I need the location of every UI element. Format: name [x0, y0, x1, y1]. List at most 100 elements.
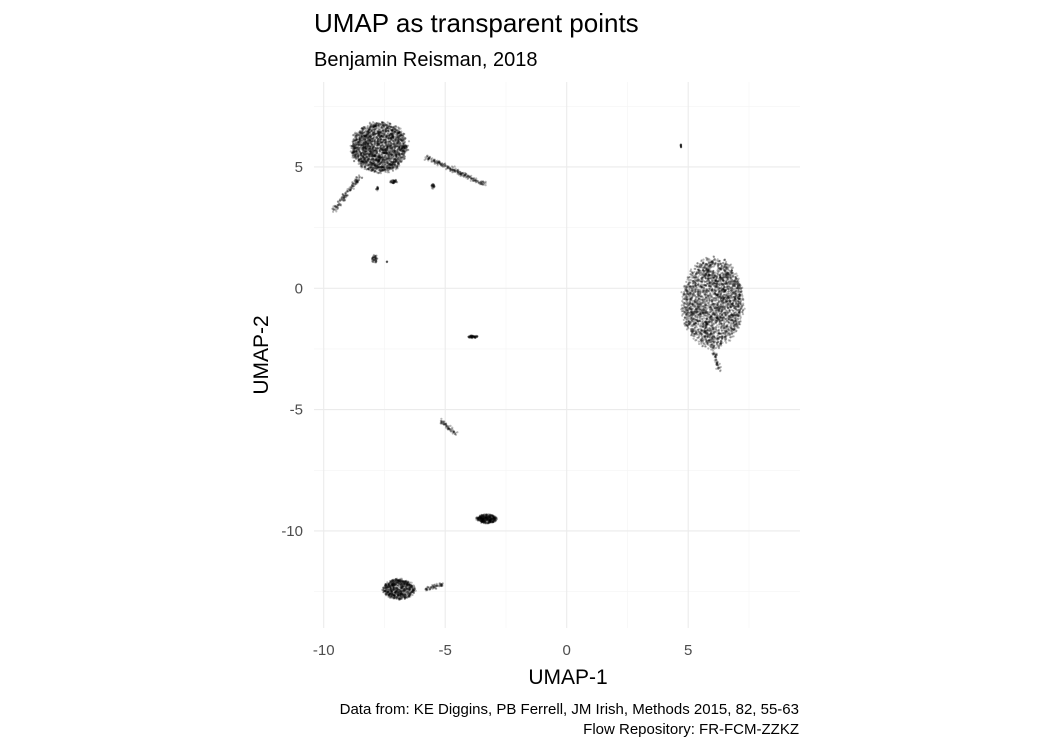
data-point — [392, 130, 395, 133]
data-point — [382, 145, 385, 148]
data-point — [398, 145, 401, 149]
data-point — [694, 322, 697, 325]
data-point — [355, 149, 358, 153]
data-point — [352, 151, 355, 154]
data-point — [377, 144, 380, 147]
data-point — [457, 171, 460, 174]
data-point — [395, 145, 398, 148]
data-point — [352, 147, 355, 150]
data-point — [369, 160, 372, 163]
data-point — [388, 163, 391, 166]
data-point — [357, 140, 360, 143]
data-point — [393, 139, 396, 142]
data-point — [365, 135, 368, 138]
data-point — [377, 166, 380, 169]
data-point — [433, 160, 436, 163]
data-point — [381, 122, 384, 125]
data-point — [332, 205, 335, 208]
data-point — [397, 139, 400, 142]
data-point — [378, 149, 381, 152]
data-point — [384, 130, 387, 133]
data-point — [684, 293, 687, 296]
data-point — [364, 147, 368, 150]
data-point — [359, 133, 362, 136]
data-point — [361, 141, 365, 144]
data-point — [726, 266, 729, 269]
data-point — [698, 300, 702, 303]
data-point — [370, 134, 373, 138]
data-point — [692, 323, 695, 326]
data-point — [381, 164, 384, 167]
data-point — [358, 158, 361, 161]
data-point — [351, 144, 355, 148]
data-point — [395, 153, 398, 156]
data-point — [396, 181, 399, 184]
data-point — [704, 345, 707, 348]
data-point — [376, 134, 380, 137]
data-point — [376, 152, 379, 155]
data-point — [725, 334, 728, 337]
data-point — [374, 146, 377, 149]
data-point — [352, 185, 355, 188]
data-point — [339, 203, 342, 206]
data-point — [716, 258, 719, 261]
data-point — [366, 130, 369, 133]
data-point — [399, 156, 402, 159]
data-point — [394, 161, 397, 164]
data-point — [378, 157, 381, 160]
data-point — [373, 165, 376, 168]
data-point — [391, 130, 394, 133]
data-point — [392, 135, 395, 138]
data-point — [378, 131, 381, 134]
data-point — [720, 289, 723, 292]
data-point — [394, 161, 397, 164]
data-point — [368, 139, 371, 142]
data-point — [700, 277, 703, 280]
data-point — [364, 152, 367, 155]
data-point — [373, 139, 376, 143]
data-point — [369, 140, 372, 144]
data-point — [697, 303, 700, 306]
data-point — [391, 150, 394, 153]
data-point — [724, 263, 727, 266]
data-point — [354, 179, 357, 182]
data-point — [373, 153, 376, 157]
data-point — [377, 162, 380, 166]
data-point — [355, 133, 358, 136]
data-point — [372, 151, 375, 154]
data-point — [360, 164, 363, 167]
data-point — [373, 124, 376, 127]
data-point — [384, 170, 387, 173]
data-point — [397, 128, 400, 131]
data-point — [725, 324, 728, 327]
data-point — [358, 138, 361, 141]
data-point — [393, 149, 396, 152]
data-point — [704, 343, 707, 346]
data-point — [366, 158, 369, 162]
data-point — [363, 143, 366, 146]
data-point — [402, 144, 405, 147]
data-point — [364, 158, 367, 161]
data-point — [405, 149, 408, 152]
data-point — [360, 148, 363, 151]
data-point — [402, 146, 405, 149]
data-point — [445, 168, 448, 171]
data-point — [690, 270, 693, 273]
data-point — [396, 147, 399, 151]
data-point — [371, 123, 374, 126]
data-point — [358, 176, 362, 179]
data-point — [386, 126, 389, 129]
data-point — [368, 158, 371, 161]
data-point — [380, 152, 383, 155]
data-point — [364, 146, 367, 149]
data-point — [346, 188, 349, 191]
data-point — [387, 129, 390, 132]
data-point — [395, 155, 398, 158]
data-point — [387, 135, 390, 138]
data-point — [352, 142, 355, 146]
data-point — [375, 151, 378, 154]
data-point — [402, 142, 405, 145]
data-point — [377, 134, 380, 137]
data-point — [362, 144, 365, 147]
